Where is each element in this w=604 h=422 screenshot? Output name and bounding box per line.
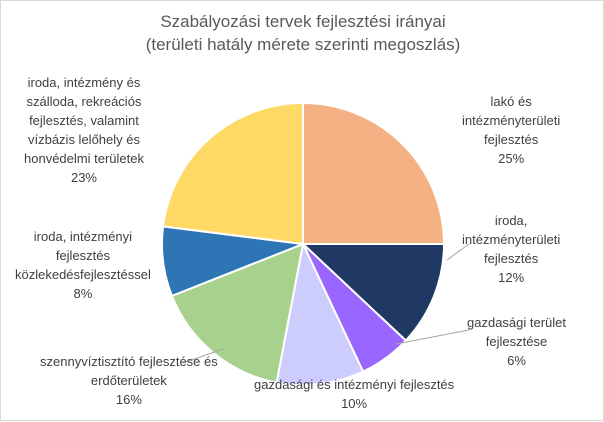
data-label-7: iroda, intézmény és szálloda, rekreációs f… <box>24 73 144 187</box>
pie-slice-7 <box>162 102 304 245</box>
data-label-5: szennyvíztisztító fejlesztése és erdőterü… <box>40 352 218 409</box>
data-label-text: közlekedésfejlesztéssel <box>15 267 151 282</box>
data-label-value: 25% <box>498 151 525 166</box>
data-label-text: iroda, <box>494 213 528 228</box>
data-label-text: iroda, intézmény és <box>27 75 141 90</box>
data-label-text: fejlesztés <box>484 132 539 147</box>
data-label-value: 12% <box>498 270 525 285</box>
data-label-value: 8% <box>73 286 93 301</box>
leader-line-3 <box>395 329 470 345</box>
data-label-text: fejlesztés <box>55 248 111 263</box>
pie-slice-1 <box>302 102 445 245</box>
data-label-text: erdőterületek <box>90 373 167 388</box>
data-label-text: lakó és <box>490 94 532 109</box>
pie-slices <box>160 102 445 386</box>
data-label-text: szennyvíztisztító fejlesztése és <box>40 354 218 369</box>
data-label-text: gazdasági és intézményi fejlesztés <box>254 377 455 392</box>
data-label-text: fejlesztés, valamint <box>29 113 139 128</box>
leader-lines <box>182 243 470 364</box>
data-label-1: lakó és intézményterületi fejlesztés 25% <box>462 92 560 168</box>
data-label-text: intézményterületi <box>462 232 561 247</box>
data-label-value: 10% <box>341 396 368 411</box>
data-label-text: iroda, intézményi <box>33 229 133 244</box>
data-label-2: iroda, intézményterületi fejlesztés 12% <box>462 211 560 287</box>
pie-slice-4 <box>275 243 365 386</box>
chart-subtitle: (területi hatály mérete szerinti megoszl… <box>145 35 461 54</box>
data-label-4: gazdasági és intézményi fejlesztés 10% <box>254 375 454 413</box>
pie-slice-2 <box>302 243 445 342</box>
data-label-value: 16% <box>115 392 142 407</box>
data-label-6: iroda, intézményi fejlesztés közlekedésfej… <box>15 227 151 303</box>
chart-title: Szabályozási tervek fejlesztési irányai <box>160 12 446 31</box>
data-label-value: 6% <box>507 353 526 368</box>
leader-line-2 <box>446 243 470 261</box>
data-label-text: szálloda, rekreációs <box>26 94 142 109</box>
leader-line-5 <box>182 348 224 364</box>
data-label-3: gazdasági terület fejlesztése 6% <box>467 313 566 370</box>
data-label-value: 23% <box>70 170 97 185</box>
data-label-text: intézményterületi <box>462 113 561 128</box>
chart-title-block: Szabályozási tervek fejlesztési irányai … <box>1 10 604 56</box>
data-label-text: fejlesztése <box>485 334 548 349</box>
data-label-text: fejlesztés <box>484 251 539 266</box>
data-label-text: honvédelmi területek <box>24 151 144 166</box>
data-label-text: vízbázis lelőhely és <box>27 132 140 147</box>
data-label-text: gazdasági terület <box>467 315 567 330</box>
